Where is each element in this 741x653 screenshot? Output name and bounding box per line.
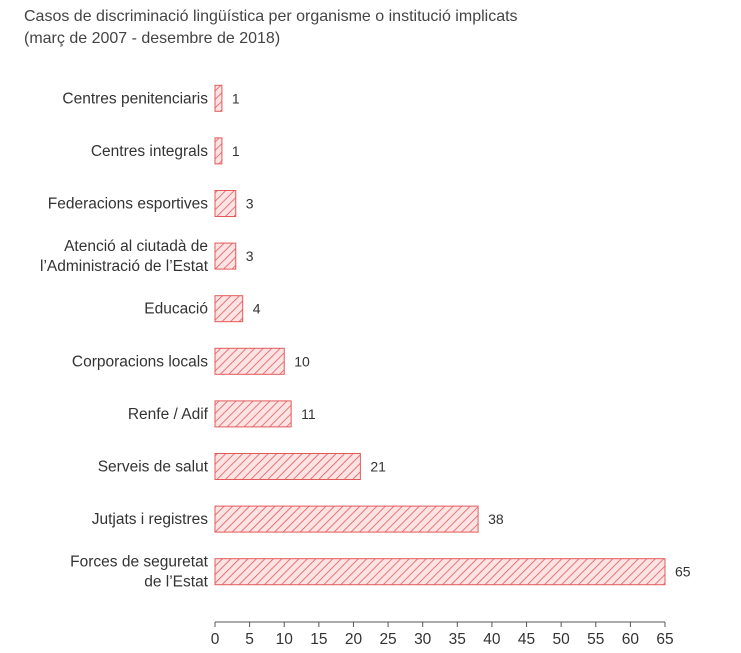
value-label: 4 <box>253 301 261 317</box>
category-label: Federacions esportives <box>48 196 208 213</box>
x-tick-label: 0 <box>211 631 220 648</box>
category-label-line: Centres integrals <box>91 143 208 160</box>
category-label: Centres integrals <box>91 143 208 160</box>
value-label: 10 <box>294 353 310 369</box>
bar <box>214 84 223 112</box>
category-label-line: Educació <box>144 301 208 318</box>
x-tick-label: 10 <box>276 631 294 648</box>
category-label: Corporacions locals <box>72 353 208 370</box>
x-tick-label: 60 <box>622 631 640 648</box>
category-label: Renfe / Adif <box>128 406 209 423</box>
x-tick-label: 45 <box>518 631 535 648</box>
category-label-line: Centres penitenciaris <box>62 90 208 107</box>
value-label: 21 <box>370 459 386 475</box>
category-label-line: Renfe / Adif <box>128 406 209 423</box>
category-label-line: Corporacions locals <box>72 353 208 370</box>
category-label-line: Jutjats i registres <box>92 511 209 528</box>
chart-title-block: Casos de discriminació lingüística per o… <box>24 6 724 50</box>
value-label: 38 <box>488 511 504 527</box>
value-label: 11 <box>301 406 316 422</box>
x-tick-label: 5 <box>245 631 254 648</box>
category-label-line: Forces de seguretat <box>70 554 209 571</box>
value-label: 3 <box>246 248 254 264</box>
bar <box>214 558 666 586</box>
x-tick-label: 50 <box>553 631 571 648</box>
bar <box>214 137 223 165</box>
x-tick-label: 20 <box>345 631 363 648</box>
value-label: 3 <box>246 196 254 212</box>
category-label-line: Serveis de salut <box>98 459 209 476</box>
x-tick-label: 25 <box>379 631 396 648</box>
bar <box>214 347 285 375</box>
bar <box>214 505 479 533</box>
x-tick-label: 65 <box>656 631 673 648</box>
category-label: Educació <box>144 301 208 318</box>
bar <box>214 400 292 428</box>
x-tick-label: 35 <box>449 631 466 648</box>
category-label: Centres penitenciaris <box>62 90 208 107</box>
category-label: Jutjats i registres <box>92 511 209 528</box>
x-axis: 0 5 10 15 20 25 30 35 40 45 50 55 60 65 <box>211 621 674 648</box>
category-label: Serveis de salut <box>98 459 209 476</box>
x-tick-label: 55 <box>587 631 604 648</box>
value-label: 65 <box>675 564 691 580</box>
x-tick-label: 30 <box>414 631 432 648</box>
bar <box>214 242 237 270</box>
category-label-line: de l’Estat <box>144 574 208 591</box>
value-label: 1 <box>232 143 240 159</box>
bar <box>214 453 361 480</box>
x-tick-label: 40 <box>483 631 501 648</box>
bars-layer <box>214 84 666 586</box>
category-label: Atenció al ciutadà de l’Administració de … <box>40 238 209 275</box>
value-label: 1 <box>232 90 240 106</box>
category-label-line: Atenció al ciutadà de <box>64 238 208 255</box>
chart-title: Casos de discriminació lingüística per o… <box>24 8 518 25</box>
category-label-line: l’Administració de l’Estat <box>40 258 209 275</box>
category-label: Forces de seguretat de l’Estat <box>70 554 209 591</box>
bar <box>214 190 237 217</box>
bar <box>214 295 244 323</box>
x-tick-label: 15 <box>310 631 327 648</box>
category-label-line: Federacions esportives <box>48 196 208 213</box>
chart-subtitle: (març de 2007 - desembre de 2018) <box>24 30 281 47</box>
category-labels: Centres penitenciaris Centres integrals Fe… <box>40 90 209 590</box>
